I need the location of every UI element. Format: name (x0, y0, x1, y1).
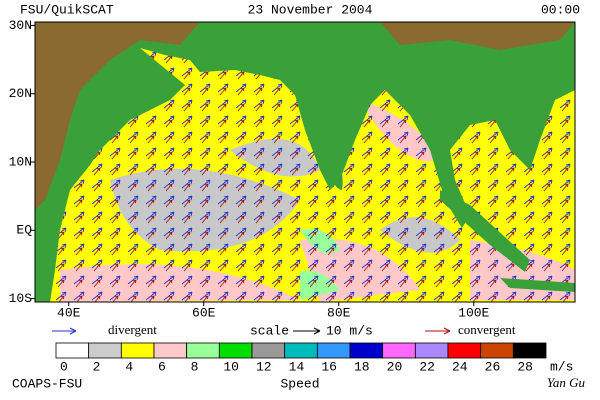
divergent-label: divergent (108, 322, 157, 337)
lon-label: 60E (192, 305, 216, 320)
colorbar-label: 26 (485, 359, 501, 374)
scale-arrow (293, 327, 321, 335)
map (34, 21, 576, 303)
land (440, 190, 575, 292)
lat-label: 10S (9, 291, 33, 306)
colorbar-label: 20 (387, 359, 403, 374)
colorbar-label: 24 (452, 359, 468, 374)
lon-label: 40E (57, 305, 81, 320)
colorbar-bin (480, 342, 514, 359)
colorbar-label: 28 (517, 359, 533, 374)
author: Yan Gu (547, 375, 586, 390)
convergent-label: convergent (458, 322, 516, 337)
colorbar-label: 14 (289, 359, 305, 374)
colorbar-bin (284, 342, 318, 359)
colorbar-label: 4 (125, 359, 133, 374)
colorbar-label: 0 (60, 359, 68, 374)
scale-value: 10 m/s (326, 323, 373, 338)
colorbar-bin (120, 342, 155, 359)
date: 23 November 2004 (248, 2, 373, 17)
colorbar-label: 2 (93, 359, 101, 374)
colorbar-bin (88, 342, 122, 359)
convergent-arrow (425, 327, 451, 335)
lat-label: 20N (9, 86, 32, 101)
divergent-arrow (52, 327, 77, 335)
land (332, 162, 343, 190)
colorbar-title: Speed (280, 376, 319, 391)
scale-label: scale (250, 323, 289, 338)
colorbar-label: 18 (354, 359, 370, 374)
highland (35, 22, 575, 210)
colorbar-label: 6 (158, 359, 166, 374)
colorbar-bin (414, 342, 449, 359)
colorbar-label: 22 (419, 359, 435, 374)
colorbar-bin (349, 342, 384, 359)
colorbar-bin (382, 342, 416, 359)
colorbar-label: 8 (191, 359, 199, 374)
colorbar-label: 10 (223, 359, 239, 374)
lat-label: EQ (16, 223, 32, 238)
colorbar-bin (512, 342, 547, 359)
colorbar-unit: m/s (550, 359, 573, 374)
colorbar-bin (316, 342, 351, 359)
colorbar-bin (186, 342, 220, 359)
colorbar-bin (55, 342, 90, 359)
lon-label: 100E (458, 305, 489, 320)
colorbar-bin (218, 342, 253, 359)
title: FSU/QuikSCAT (20, 2, 114, 17)
colorbar-bin (153, 342, 188, 359)
credit: COAPS-FSU (12, 376, 82, 391)
land (35, 22, 575, 302)
colorbar-bin (251, 342, 286, 359)
time: 00:00 (541, 2, 580, 17)
lon-label: 80E (327, 305, 351, 320)
colorbar-bin (447, 342, 482, 359)
lat-label: 30N (9, 18, 32, 33)
lat-label: 10N (9, 154, 32, 169)
colorbar-label: 12 (256, 359, 272, 374)
colorbar-label: 16 (321, 359, 337, 374)
